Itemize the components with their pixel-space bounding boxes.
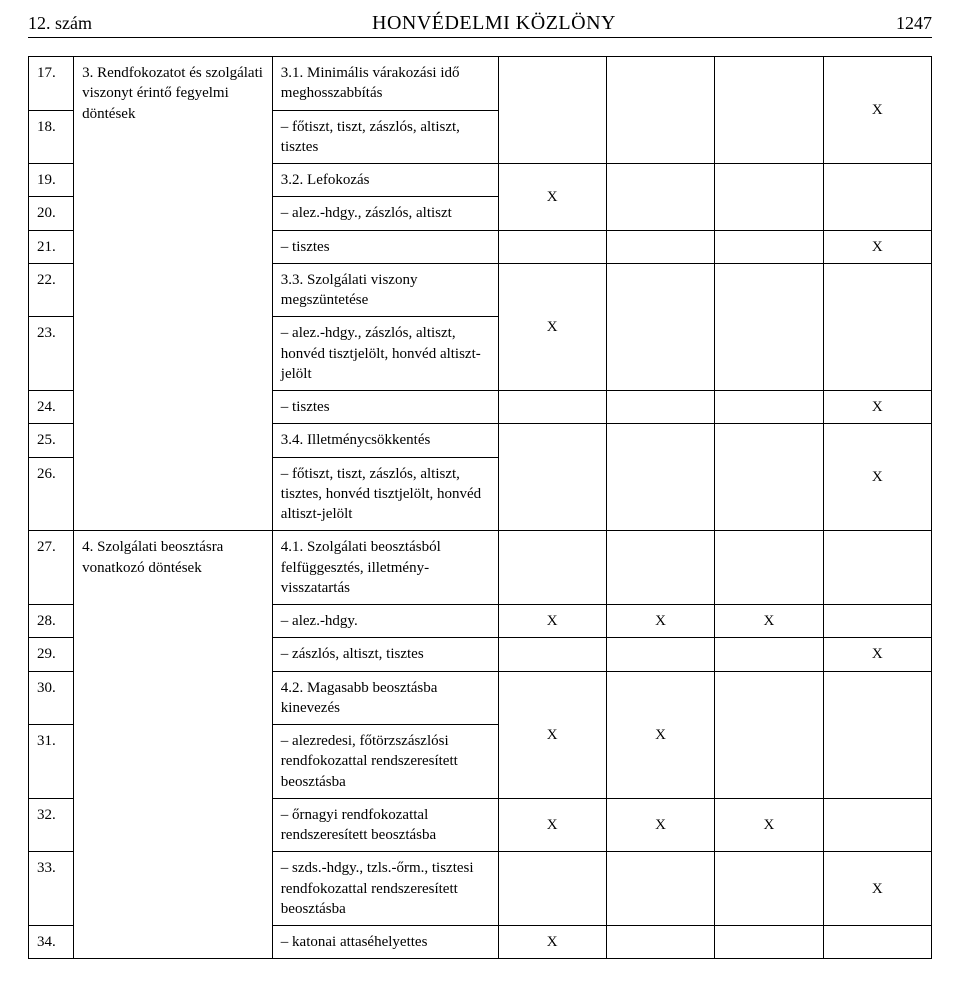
mark-cell — [715, 671, 823, 798]
row-number: 17. — [29, 57, 74, 111]
mark-cell: X — [498, 164, 606, 231]
mark-cell — [715, 926, 823, 959]
mark-cell — [606, 852, 714, 926]
row-desc: – alezredesi, főtörzszászlósi rendfokoza… — [272, 725, 498, 799]
row-number: 25. — [29, 424, 74, 457]
row-number: 34. — [29, 926, 74, 959]
mark-cell — [823, 926, 931, 959]
mark-cell: X — [606, 798, 714, 852]
row-number: 26. — [29, 457, 74, 531]
category-cell: 4. Szolgálati beosztásra vonatkozó dönté… — [74, 531, 273, 959]
mark-cell: X — [823, 638, 931, 671]
row-number: 30. — [29, 671, 74, 725]
mark-cell — [715, 230, 823, 263]
table-row: 27. 4. Szolgálati beosztásra vonatkozó d… — [29, 531, 932, 605]
row-number: 19. — [29, 164, 74, 197]
mark-cell — [715, 263, 823, 390]
row-desc: – szds.-hdgy., tzls.-őrm., tisztesi rend… — [272, 852, 498, 926]
mark-cell — [823, 164, 931, 231]
row-number: 20. — [29, 197, 74, 230]
mark-cell — [498, 852, 606, 926]
mark-cell — [606, 164, 714, 231]
row-number: 32. — [29, 798, 74, 852]
mark-cell: X — [498, 263, 606, 390]
row-number: 22. — [29, 263, 74, 317]
row-desc: – alez.-hdgy., zászlós, altiszt, honvéd … — [272, 317, 498, 391]
row-number: 28. — [29, 605, 74, 638]
mark-cell — [606, 424, 714, 531]
row-desc: – alez.-hdgy. — [272, 605, 498, 638]
row-desc: 4.1. Szolgálati beosztásból felfüggeszté… — [272, 531, 498, 605]
row-desc: 3.2. Lefokozás — [272, 164, 498, 197]
header-issue: 12. szám — [28, 13, 92, 34]
mark-cell — [498, 531, 606, 605]
mark-cell — [715, 424, 823, 531]
mark-cell — [498, 57, 606, 164]
row-desc: – alez.-hdgy., zászlós, altiszt — [272, 197, 498, 230]
mark-cell — [606, 531, 714, 605]
mark-cell — [715, 852, 823, 926]
row-desc: – katonai attaséhelyettes — [272, 926, 498, 959]
mark-cell — [498, 424, 606, 531]
row-desc: – főtiszt, tiszt, zászlós, altiszt, tisz… — [272, 457, 498, 531]
mark-cell: X — [715, 605, 823, 638]
row-desc: 3.4. Illetménycsökkentés — [272, 424, 498, 457]
row-desc: – zászlós, altiszt, tisztes — [272, 638, 498, 671]
mark-cell — [606, 230, 714, 263]
row-desc: – tisztes — [272, 230, 498, 263]
mark-cell — [823, 798, 931, 852]
mark-cell: X — [498, 671, 606, 798]
mark-cell — [606, 57, 714, 164]
mark-cell: X — [823, 852, 931, 926]
regulation-table: 17. 3. Rendfokozatot és szolgálati viszo… — [28, 56, 932, 959]
mark-cell — [606, 638, 714, 671]
mark-cell — [715, 391, 823, 424]
mark-cell — [823, 671, 931, 798]
header-page-number: 1247 — [896, 13, 932, 34]
table-row: 17. 3. Rendfokozatot és szolgálati viszo… — [29, 57, 932, 111]
row-number: 24. — [29, 391, 74, 424]
mark-cell — [823, 605, 931, 638]
mark-cell — [498, 638, 606, 671]
category-cell: 3. Rendfokozatot és szolgálati viszonyt … — [74, 57, 273, 531]
row-desc: 4.2. Magasabb beosztásba kinevezés — [272, 671, 498, 725]
mark-cell — [715, 638, 823, 671]
mark-cell: X — [498, 605, 606, 638]
row-desc: 3.1. Minimális várakozási idő meghosszab… — [272, 57, 498, 111]
mark-cell — [606, 391, 714, 424]
mark-cell: X — [498, 926, 606, 959]
mark-cell — [606, 263, 714, 390]
mark-cell: X — [823, 424, 931, 531]
mark-cell: X — [823, 57, 931, 164]
mark-cell — [498, 230, 606, 263]
mark-cell: X — [606, 671, 714, 798]
row-number: 23. — [29, 317, 74, 391]
row-number: 29. — [29, 638, 74, 671]
mark-cell — [606, 926, 714, 959]
mark-cell: X — [715, 798, 823, 852]
row-desc: 3.3. Szolgálati viszony megszüntetése — [272, 263, 498, 317]
row-number: 33. — [29, 852, 74, 926]
mark-cell — [715, 164, 823, 231]
mark-cell — [498, 391, 606, 424]
mark-cell — [823, 263, 931, 390]
row-number: 18. — [29, 110, 74, 164]
row-desc: – őrnagyi rendfokozattal rendszeresített… — [272, 798, 498, 852]
row-desc: – tisztes — [272, 391, 498, 424]
mark-cell: X — [606, 605, 714, 638]
mark-cell: X — [498, 798, 606, 852]
page-header: 12. szám HONVÉDELMI KÖZLÖNY 1247 — [28, 12, 932, 38]
row-desc: – főtiszt, tiszt, zászlós, altiszt, tisz… — [272, 110, 498, 164]
mark-cell — [823, 531, 931, 605]
mark-cell — [715, 531, 823, 605]
row-number: 31. — [29, 725, 74, 799]
header-title: HONVÉDELMI KÖZLÖNY — [372, 12, 616, 35]
mark-cell — [715, 57, 823, 164]
row-number: 21. — [29, 230, 74, 263]
mark-cell: X — [823, 391, 931, 424]
mark-cell: X — [823, 230, 931, 263]
row-number: 27. — [29, 531, 74, 605]
